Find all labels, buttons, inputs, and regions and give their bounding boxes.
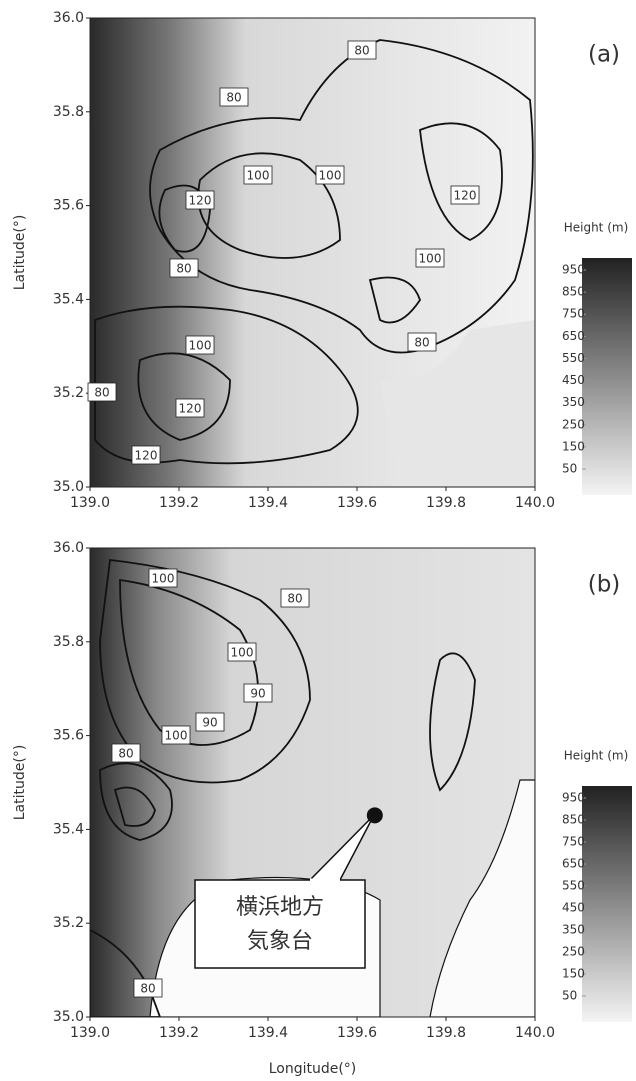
x-tick-label: 140.0	[515, 1025, 555, 1041]
contour-label: 100	[152, 572, 175, 586]
y-tick-label: 35.4	[53, 291, 84, 307]
contour-label: 120	[454, 189, 477, 203]
colorbar-tick-label: 450	[562, 373, 585, 387]
x-tick-label: 139.4	[248, 1025, 288, 1041]
x-tick-label: 139.8	[426, 495, 466, 511]
y-tick-label: 35.4	[53, 821, 84, 837]
x-tick-label: 139.4	[248, 495, 288, 511]
contour-label: 80	[414, 336, 429, 350]
contour-label: 80	[140, 982, 155, 996]
callout-box	[195, 880, 365, 968]
station-marker	[367, 807, 383, 823]
contour-label: 80	[226, 91, 241, 105]
y-axis-label: Latitude(°)	[12, 745, 28, 821]
x-tick-label: 139.2	[159, 495, 199, 511]
colorbar-tick-label: 650	[562, 857, 585, 871]
contour-label: 100	[419, 252, 442, 266]
x-tick-label: 139.2	[159, 1025, 199, 1041]
colorbar	[582, 258, 632, 495]
contour-label: 120	[189, 194, 212, 208]
page: {"chart_data": [ {"type": "contour", "pa…	[0, 0, 636, 1081]
colorbar-tick-label: 650	[562, 329, 585, 343]
x-axis-label: Longitude(°)	[269, 1061, 357, 1077]
colorbar-tick-label: 850	[562, 813, 585, 827]
y-tick-label: 35.0	[53, 1009, 84, 1025]
colorbar-tick-label: 350	[562, 395, 585, 409]
colorbar-tick-label: 850	[562, 285, 585, 299]
contour-label: 100	[319, 169, 342, 183]
colorbar-tick-label: 50	[562, 462, 577, 476]
contour-label: 80	[176, 262, 191, 276]
y-tick-label: 36.0	[53, 540, 84, 556]
contour-label: 90	[250, 687, 265, 701]
colorbar-tick-label: 950	[562, 263, 585, 277]
panel-label: (b)	[588, 572, 621, 598]
y-axis-label: Latitude(°)	[12, 215, 28, 291]
y-tick-label: 35.8	[53, 634, 84, 650]
contour-label: 120	[179, 402, 202, 416]
figure: 139.0 139.2 139.4 139.6 139.8 140.0 35.0 35.2 35…	[0, 0, 636, 1081]
x-tick-label: 140.0	[515, 495, 555, 511]
colorbar-tick-label: 550	[562, 351, 585, 365]
colorbar-tick-label: 950	[562, 791, 585, 805]
contour-label: 100	[189, 339, 212, 353]
colorbar-tick-label: 750	[562, 835, 585, 849]
x-tick-label: 139.0	[70, 1025, 110, 1041]
x-tick-label: 139.0	[70, 495, 110, 511]
contour-label: 100	[231, 646, 254, 660]
panel-a-map	[90, 18, 535, 487]
colorbar-tick-label: 350	[562, 923, 585, 937]
contour-label: 80	[287, 592, 302, 606]
colorbar	[582, 786, 632, 1022]
colorbar-tick-label: 250	[562, 945, 585, 959]
y-tick-label: 35.2	[53, 915, 84, 931]
contour-label: 80	[118, 747, 133, 761]
y-tick-label: 35.8	[53, 104, 84, 120]
x-tick-label: 139.6	[337, 1025, 377, 1041]
contour-label: 80	[94, 386, 109, 400]
contour-label: 100	[165, 729, 188, 743]
colorbar-title: Height (m)	[564, 749, 629, 763]
contour-label: 80	[354, 44, 369, 58]
y-tick-label: 35.6	[53, 728, 84, 744]
y-tick-label: 35.2	[53, 385, 84, 401]
contour-label: 120	[135, 449, 158, 463]
x-tick-label: 139.8	[426, 1025, 466, 1041]
colorbar-title: Height (m)	[564, 221, 629, 235]
panel-label: (a)	[588, 42, 620, 68]
colorbar-tick-label: 250	[562, 417, 585, 431]
colorbar-tick-label: 550	[562, 879, 585, 893]
y-tick-label: 35.0	[53, 479, 84, 495]
colorbar-tick-label: 450	[562, 901, 585, 915]
contour-label: 100	[247, 169, 270, 183]
body: 139.0 139.2 139.4 139.6 139.8 140.0 35.0 35.2 35…	[0, 0, 636, 1081]
x-tick-label: 139.6	[337, 495, 377, 511]
y-tick-label: 36.0	[53, 10, 84, 26]
colorbar-tick-label: 150	[562, 439, 585, 453]
colorbar-tick-label: 50	[562, 989, 577, 1003]
contour-label: 90	[202, 716, 217, 730]
y-tick-label: 35.6	[53, 198, 84, 214]
station-label: 横浜地方	[236, 895, 324, 920]
colorbar-tick-label: 150	[562, 967, 585, 981]
colorbar-tick-label: 750	[562, 307, 585, 321]
station-label: 気象台	[247, 929, 313, 954]
